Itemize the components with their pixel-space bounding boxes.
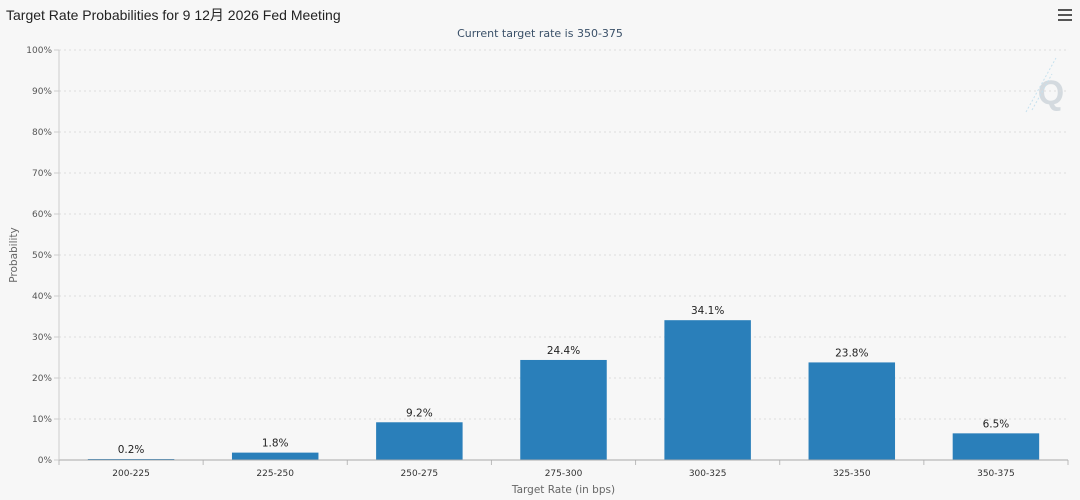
x-tick-label: 250-275 (401, 469, 439, 479)
chart-subtitle: Current target rate is 350-375 (457, 27, 623, 40)
x-tick-label: 225-250 (256, 469, 294, 479)
bar[interactable] (231, 452, 319, 460)
chart-title: Target Rate Probabilities for 9 12月 2026… (6, 7, 341, 23)
y-tick-label: 90% (32, 87, 52, 97)
bar[interactable] (376, 422, 463, 460)
hamburger-menu-icon[interactable] (1058, 9, 1072, 21)
q-logo-watermark: Q (1025, 57, 1064, 113)
y-tick-label: 30% (32, 333, 52, 343)
bar[interactable] (952, 433, 1040, 460)
y-tick-label: 50% (32, 251, 52, 261)
x-axis-title: Target Rate (in bps) (511, 484, 615, 496)
bar[interactable] (664, 320, 751, 460)
data-label: 9.2% (406, 407, 433, 419)
data-label: 1.8% (262, 438, 289, 450)
x-tick-label: 300-325 (689, 469, 727, 479)
y-tick-label: 100% (26, 46, 52, 56)
x-tick-label: 275-300 (545, 469, 583, 479)
svg-text:Q: Q (1038, 74, 1064, 112)
x-tick-label: 200-225 (112, 469, 150, 479)
bar[interactable] (520, 359, 607, 460)
y-tick-label: 70% (32, 169, 52, 179)
y-tick-label: 20% (32, 374, 52, 384)
x-tick-label: 325-350 (833, 469, 871, 479)
y-tick-label: 80% (32, 128, 52, 138)
data-label: 34.1% (691, 305, 724, 317)
y-axis-title: Probability (8, 227, 20, 283)
data-label: 6.5% (983, 418, 1010, 430)
y-tick-label: 10% (32, 415, 52, 425)
x-tick-label: 350-375 (977, 469, 1015, 479)
data-label: 24.4% (547, 345, 580, 357)
y-tick-label: 40% (32, 292, 52, 302)
data-label: 0.2% (118, 444, 145, 456)
data-label: 23.8% (835, 347, 868, 359)
y-tick-label: 60% (32, 210, 52, 220)
bar[interactable] (808, 362, 896, 460)
y-tick-label: 0% (38, 456, 53, 466)
